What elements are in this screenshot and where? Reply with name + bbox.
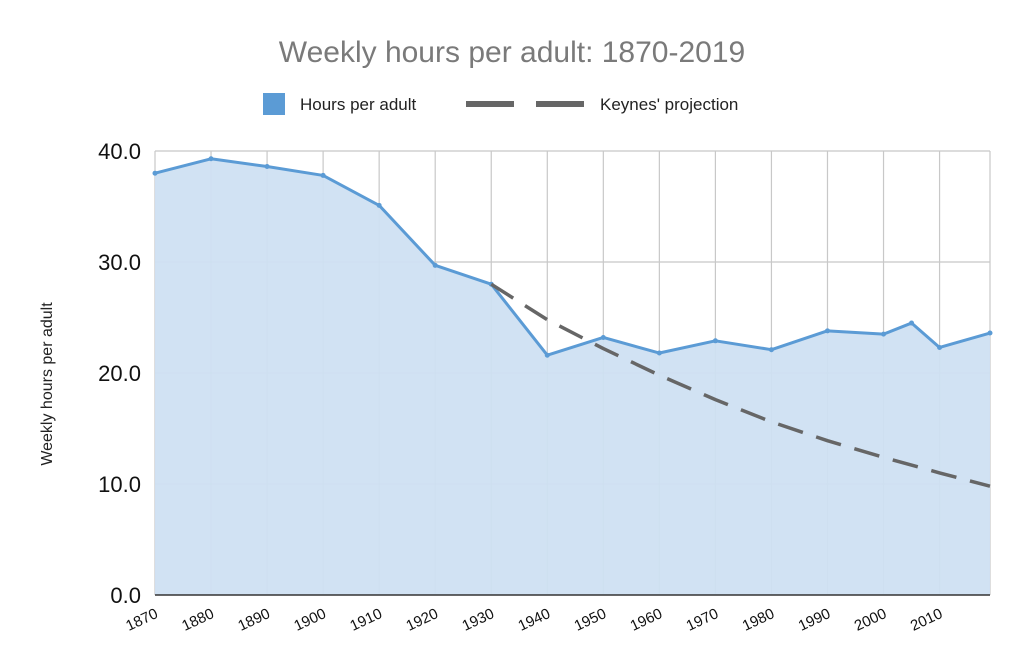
point-hours-1910 (376, 202, 382, 208)
legend-label-keynes-projection: Keynes' projection (600, 95, 738, 114)
point-hours-1970 (712, 338, 718, 344)
x-tick-labels: 1870 1880 1890 1900 1910 1920 1930 1940 1950 1960… (123, 605, 945, 635)
point-hours-1950 (600, 334, 606, 340)
point-hours-1880 (208, 156, 214, 162)
point-hours-1990 (824, 328, 830, 334)
point-hours-2010 (937, 344, 943, 350)
y-axis-label: Weekly hours per adult (39, 302, 56, 466)
x-tick-label-1900: 1900 (291, 605, 328, 635)
y-tick-label-10.0: 10.0 (98, 472, 141, 497)
y-tick-label-30.0: 30.0 (98, 250, 141, 275)
y-tick-label-20.0: 20.0 (98, 361, 141, 386)
x-tick-label-1980: 1980 (740, 605, 777, 635)
x-tick-label-1890: 1890 (235, 605, 272, 635)
lines-layer (152, 156, 993, 488)
x-tick-label-1950: 1950 (572, 605, 609, 635)
point-hours-1980 (768, 347, 774, 353)
point-hours-2000 (881, 331, 887, 337)
y-tick-labels: 0.0 10.0 20.0 30.0 40.0 (98, 139, 141, 608)
x-tick-label-1940: 1940 (516, 605, 553, 635)
point-hours-1900 (320, 172, 326, 178)
y-tick-label-40.0: 40.0 (98, 139, 141, 164)
area-fill-hours-per-adult (155, 158, 990, 595)
series-line-keynes-projection (490, 282, 991, 488)
point-hours-2005 (909, 320, 915, 326)
x-tick-label-1910: 1910 (347, 605, 384, 635)
x-tick-label-2000: 2000 (852, 605, 889, 635)
x-tick-label-1960: 1960 (628, 605, 665, 635)
legend-swatch-hours-per-adult (263, 93, 285, 115)
area-layer (155, 158, 990, 595)
point-hours-1940 (544, 352, 550, 358)
point-hours-1870 (152, 170, 158, 176)
y-tick-label-0.0: 0.0 (110, 583, 141, 608)
x-tick-label-1990: 1990 (796, 605, 833, 635)
x-tick-label-2010: 2010 (908, 605, 945, 635)
point-hours-1920 (432, 262, 438, 268)
chart-title: Weekly hours per adult: 1870-2019 (279, 36, 745, 69)
point-hours-2019 (987, 330, 993, 336)
x-tick-label-1870: 1870 (123, 605, 160, 635)
x-tick-label-1920: 1920 (403, 605, 440, 635)
x-tick-label-1930: 1930 (459, 605, 496, 635)
legend-label-hours-per-adult: Hours per adult (300, 95, 417, 114)
x-tick-label-1880: 1880 (179, 605, 216, 635)
point-hours-1890 (264, 164, 270, 170)
x-tick-label-1970: 1970 (684, 605, 721, 635)
legend: Hours per adult Keynes' projection (263, 93, 738, 115)
point-hours-1960 (656, 350, 662, 356)
